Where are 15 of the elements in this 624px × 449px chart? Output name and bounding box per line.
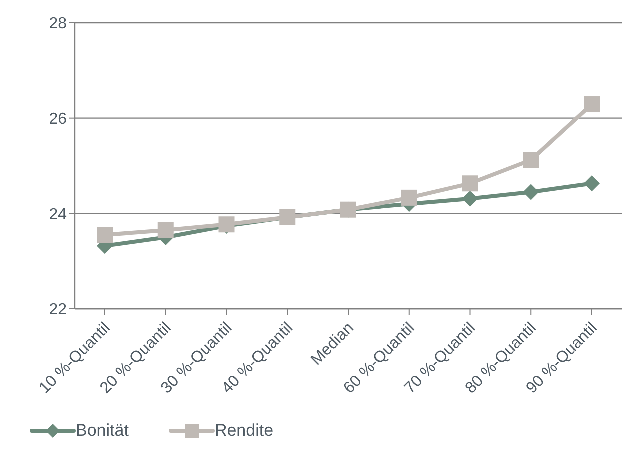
point bbox=[401, 190, 418, 206]
point bbox=[523, 184, 540, 200]
y-tick-label: 28 bbox=[49, 16, 68, 33]
legend-label: Rendite bbox=[214, 421, 274, 441]
y-tick-label: 26 bbox=[49, 111, 68, 128]
y-tick-label: 22 bbox=[49, 302, 68, 319]
point bbox=[462, 176, 478, 192]
point bbox=[462, 190, 478, 207]
point bbox=[584, 96, 600, 113]
point bbox=[158, 222, 174, 238]
point bbox=[584, 176, 600, 192]
y-tick-label: 24 bbox=[49, 206, 68, 224]
point bbox=[523, 152, 540, 168]
point bbox=[97, 227, 113, 244]
legend-label: Bonität bbox=[76, 421, 129, 441]
